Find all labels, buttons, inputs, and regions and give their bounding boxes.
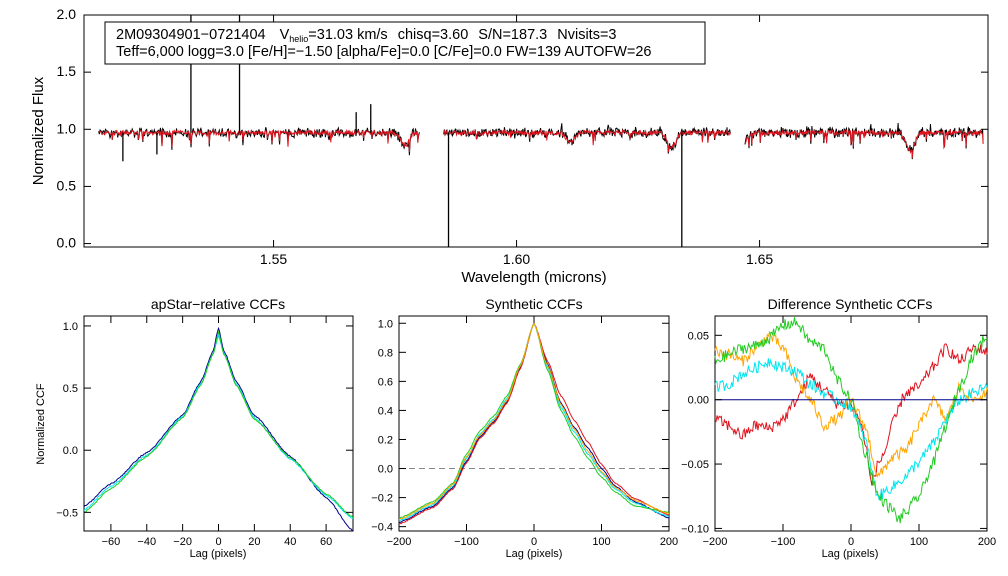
apstar-ccf-xtick-label: 60 xyxy=(320,536,332,548)
apstar-ccf-axes: −60 −40 −20 0 20 40 60 −0.5 0.0 0.5 1.0 xyxy=(56,316,353,548)
synthetic-ccf-xtick-label: 0 xyxy=(531,536,537,548)
spectrum-axes: 1.55 1.60 1.65 0.0 0.5 1.0 1.5 2.0 xyxy=(57,6,988,267)
spectrum-ytick-label: 0.0 xyxy=(57,235,77,251)
synthetic-ccf-series-orange xyxy=(398,322,670,520)
difference-ccf-xtick-label: −200 xyxy=(703,536,728,548)
difference-ccf-xtick-label: 0 xyxy=(848,536,854,548)
apstar-ccf-series-visit-2 xyxy=(83,333,354,519)
apstar-ccf-series-visit-1 xyxy=(83,326,354,531)
difference-ccf-ytick-label: 0.05 xyxy=(688,330,709,342)
apstar-ccf-ytick-label: 0.0 xyxy=(63,445,78,457)
difference-ccf-panel: Difference Synthetic CCFs −200 −100 0 100 20… xyxy=(681,296,996,560)
synthetic-ccf-ytick-label: 0.6 xyxy=(378,376,393,388)
difference-ccf-series-green xyxy=(714,317,988,524)
difference-ccf-ytick-label: −0.05 xyxy=(681,459,709,471)
spectrum-observed-line xyxy=(744,122,984,160)
spectrum-xtick-label: 1.55 xyxy=(260,251,287,267)
spectrum-panel: 1.55 1.60 1.65 0.0 0.5 1.0 1.5 2.0 2M09304901−0… xyxy=(30,6,989,286)
apstar-ccf-frame xyxy=(83,315,354,532)
spectrum-observed-line xyxy=(443,123,731,154)
synthetic-ccf-ytick-label: 0.4 xyxy=(378,405,393,417)
spectrum-ytick-label: 1.5 xyxy=(57,63,77,79)
difference-ccf-ytick-label: 0.00 xyxy=(688,395,709,407)
synthetic-ccf-xtick-label: −100 xyxy=(454,536,479,548)
difference-ccf-xtick-label: 100 xyxy=(910,536,928,548)
spectrum-frame xyxy=(83,14,989,248)
difference-ccf-title: Difference Synthetic CCFs xyxy=(768,296,933,312)
spectrum-model-line xyxy=(443,128,731,153)
apstar-ccf-xtick-label: −40 xyxy=(137,536,156,548)
nvisits-value: Nvisits=3 xyxy=(557,27,616,43)
spectrum-info-box xyxy=(104,21,706,65)
synthetic-ccf-series-visit-3 xyxy=(398,322,670,522)
apstar-ccf-ytick-label: 0.5 xyxy=(63,383,78,395)
spectrum-ytick-label: 0.5 xyxy=(57,177,77,193)
synthetic-ccf-series-visit-4 xyxy=(398,322,670,519)
snr-value: S/N=187.3 xyxy=(478,27,547,43)
spectrum-ytick-label: 1.0 xyxy=(57,120,77,136)
synthetic-ccf-ytick-label: 0.8 xyxy=(378,347,393,359)
synthetic-ccf-series-visit-1 xyxy=(398,322,670,523)
apstar-ccf-xlabel: Lag (pixels) xyxy=(190,548,247,560)
synthetic-ccf-ytick-label: 1.0 xyxy=(378,318,393,330)
spectrum-xlabel: Wavelength (microns) xyxy=(461,269,606,286)
difference-ccf-axes: −200 −100 0 100 200 −0.10 −0.05 0.00 0.05 xyxy=(681,316,996,548)
apstar-ccf-title: apStar−relative CCFs xyxy=(151,296,285,312)
synthetic-ccf-ytick-label: 0.0 xyxy=(378,464,393,476)
apstar-ccf-ytick-label: 1.0 xyxy=(63,321,78,333)
apstar-ccf-ylabel: Normalized CCF xyxy=(35,383,47,465)
synthetic-ccf-ytick-label: 0.2 xyxy=(378,434,393,446)
synthetic-ccf-traces xyxy=(398,321,670,525)
difference-ccf-series-red xyxy=(715,343,988,486)
synthetic-ccf-xlabel: Lag (pixels) xyxy=(506,548,563,560)
synthetic-ccf-ytick-label: −0.2 xyxy=(371,493,393,505)
object-id: 2M09304901−0721404 xyxy=(116,27,266,43)
difference-ccf-traces xyxy=(714,317,988,524)
difference-ccf-series-cyan xyxy=(714,358,988,501)
synthetic-ccf-xtick-label: 100 xyxy=(592,536,610,548)
apstar-ccf-xtick-label: −60 xyxy=(102,536,121,548)
apstar-ccf-traces xyxy=(83,326,354,531)
spectrum-ylabel: Normalized Flux xyxy=(30,76,47,185)
spectrum-xtick-label: 1.60 xyxy=(503,251,530,267)
difference-ccf-ytick-label: −0.10 xyxy=(681,523,709,535)
synthetic-ccf-series-visit-2 xyxy=(398,321,669,525)
apstar-ccf-xtick-label: −20 xyxy=(173,536,192,548)
synthetic-ccf-title: Synthetic CCFs xyxy=(485,296,582,312)
difference-ccf-xtick-label: −100 xyxy=(771,536,796,548)
spectrum-ytick-label: 2.0 xyxy=(57,6,77,22)
synthetic-ccf-ytick-label: −0.4 xyxy=(371,522,393,534)
spectrum-traces xyxy=(98,15,984,247)
synthetic-ccf-xtick-label: −200 xyxy=(387,536,412,548)
vhelio-sub: helio xyxy=(289,34,308,44)
spectrum-model-line xyxy=(744,128,984,158)
apstar-ccf-xtick-label: 40 xyxy=(284,536,296,548)
vhelio-prefix: V xyxy=(280,27,290,43)
vhelio-value: =31.03 km/s xyxy=(308,27,387,43)
apstar-ccf-series-visit-3 xyxy=(83,329,354,519)
difference-ccf-xtick-label: 200 xyxy=(978,536,996,548)
spectrum-info-line1: 2M09304901−0721404 Vhelio=31.03 km/s chi… xyxy=(116,27,617,44)
spectrum-model-line xyxy=(98,128,420,153)
chisq-value: chisq=3.60 xyxy=(398,27,469,43)
synthetic-ccf-panel: Synthetic CCFs −200 −100 0 100 200 −0.4 −0.2 0.… xyxy=(371,296,678,560)
apstar-ccf-xtick-label: 20 xyxy=(248,536,260,548)
stellar-params-line: Teff=6,000 logg=3.0 [Fe/H]=−1.50 [alpha/… xyxy=(116,44,651,60)
synthetic-ccf-xtick-label: 200 xyxy=(660,536,678,548)
apstar-ccf-panel: apStar−relative CCFs −60 −40 −20 0 20 40 60 −0.… xyxy=(35,296,354,560)
apstar-ccf-xtick-label: 0 xyxy=(215,536,221,548)
difference-ccf-xlabel: Lag (pixels) xyxy=(822,548,879,560)
apstar-ccf-ytick-label: −0.5 xyxy=(56,507,78,519)
spectrum-xtick-label: 1.65 xyxy=(746,251,773,267)
synthetic-ccf-axes: −200 −100 0 100 200 −0.4 −0.2 0.0 0.2 0.4 0.6 0.8 1.… xyxy=(371,316,678,548)
